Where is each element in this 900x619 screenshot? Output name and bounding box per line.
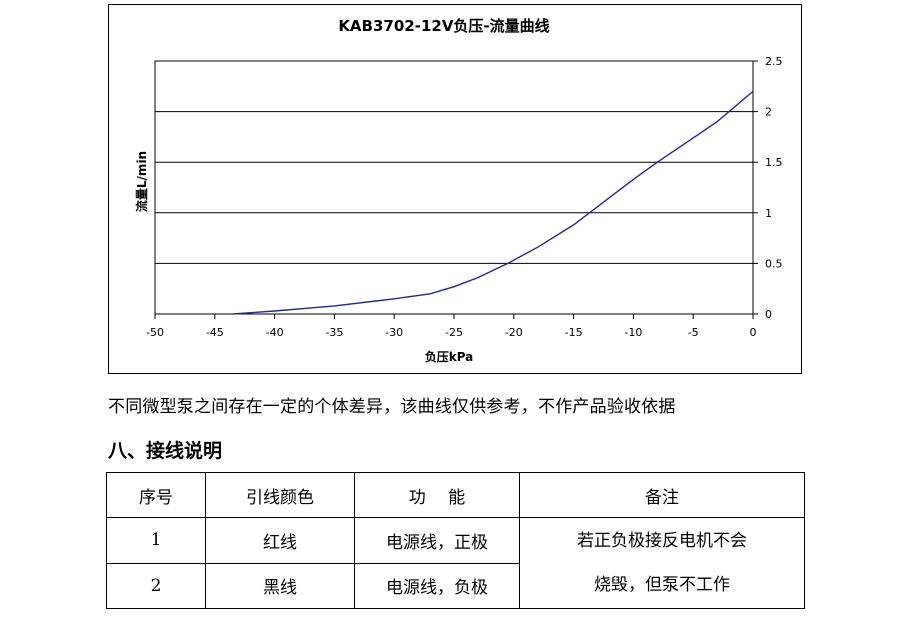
x-tick-label: -20	[505, 326, 523, 339]
y-tick-label: 2	[765, 106, 772, 119]
header-color: 引线颜色	[205, 471, 355, 519]
y-axis-label: 流量L/min	[134, 151, 149, 212]
row-color: 黑线	[205, 562, 355, 610]
row-no: 2	[106, 562, 206, 610]
section-heading: 八、接线说明	[108, 440, 223, 462]
y-tick-label: 1	[765, 207, 772, 220]
header-function: 功 能	[354, 471, 520, 519]
header-no: 序号	[106, 471, 206, 519]
wiring-table: 序号 引线颜色 功 能 备注 1 红线 电源线，正极 若正负极接反电机不会 烧毁…	[106, 471, 805, 610]
x-tick-label: -40	[266, 326, 284, 339]
y-tick-label: 1.5	[765, 156, 783, 169]
table-row: 2 黑线 电源线，负极	[106, 562, 805, 610]
disclaimer-note: 不同微型泵之间存在一定的个体差异，该曲线仅供参考，不作产品验收依据	[108, 397, 676, 417]
plot-area	[154, 60, 754, 315]
remark-line-2: 烧毁，但泵不工作	[594, 575, 730, 596]
x-tick-label: -10	[624, 326, 642, 339]
series-line	[232, 90, 754, 315]
y-tick-label: 2.5	[765, 55, 783, 68]
x-tick-label: -50	[146, 326, 164, 339]
row-function: 电源线，负极	[354, 562, 520, 610]
chart-frame: KAB3702-12V负压-流量曲线 0 0.5 1 1.5 2 2.5 -50 -45 -40-…	[108, 4, 802, 374]
chart-title: KAB3702-12V负压-流量曲线	[338, 17, 549, 35]
table-header-row: 序号 引线颜色 功 能 备注	[106, 471, 805, 519]
x-tick-label: -15	[565, 326, 583, 339]
table-row: 1 红线 电源线，正极 若正负极接反电机不会 烧毁，但泵不工作	[106, 517, 805, 609]
x-tick-label: -45	[206, 326, 224, 339]
x-tick-label: -5	[688, 326, 699, 339]
remark-line-1: 若正负极接反电机不会	[577, 531, 747, 552]
row-remark: 若正负极接反电机不会 烧毁，但泵不工作	[519, 517, 805, 609]
header-remark: 备注	[519, 471, 805, 519]
x-tick-label: -25	[445, 326, 463, 339]
y-tick-label: 0	[765, 308, 772, 321]
x-tick-label: -35	[325, 326, 343, 339]
x-tick-label: 0	[750, 326, 757, 339]
x-axis-label: 负压kPa	[425, 349, 474, 364]
x-tick-label: -30	[385, 326, 403, 339]
row-no: 1	[106, 517, 206, 564]
y-tick-label: 0.5	[765, 257, 783, 270]
row-color: 红线	[205, 517, 355, 564]
row-function: 电源线，正极	[354, 517, 520, 564]
